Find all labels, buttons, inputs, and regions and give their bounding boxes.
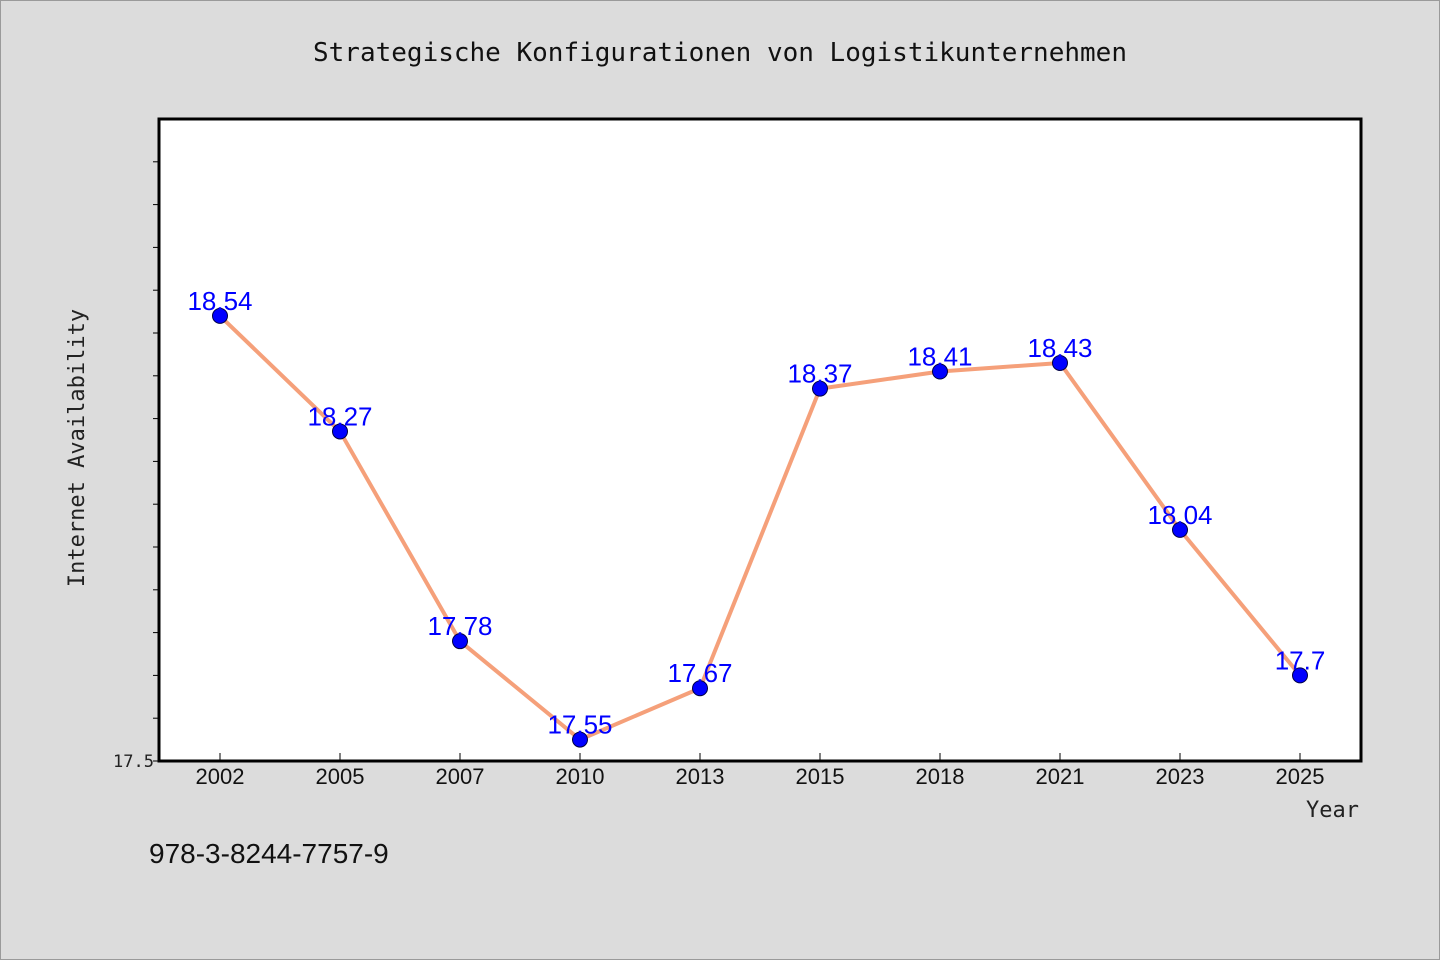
data-label: 18.43: [1027, 333, 1092, 363]
data-point: [572, 731, 588, 748]
x-tick-label: 2005: [316, 764, 365, 789]
series-layer: 18.54 18.27 17.78 17.55 17.67 18.37 18.41 18.43…: [187, 286, 1326, 748]
isbn-footer: 978-3-8244-7757-9: [149, 838, 389, 869]
data-label: 18.04: [1147, 500, 1212, 530]
data-point: [1172, 521, 1188, 538]
data-label: 18.27: [307, 401, 372, 431]
x-tick-label: 2013: [676, 764, 725, 789]
data-label: 17.67: [667, 658, 732, 688]
y-axis-label: Internet Availability: [65, 309, 90, 587]
data-point: [932, 363, 948, 380]
x-tick-label: 2021: [1036, 764, 1085, 789]
data-label: 17.7: [1275, 645, 1326, 675]
x-tick-label: 2010: [556, 764, 605, 789]
x-axis-label: Year: [1306, 798, 1359, 823]
y-tick-label: 17.5: [113, 752, 154, 772]
data-label: 18.41: [907, 342, 972, 372]
data-point: [212, 307, 228, 324]
data-point: [452, 633, 468, 650]
data-label: 18.54: [187, 286, 252, 316]
data-point: [812, 380, 828, 397]
x-tick-label: 2018: [916, 764, 965, 789]
data-label: 17.55: [547, 710, 612, 740]
chart-title: Strategische Konfigurationen von Logisti…: [313, 38, 1127, 68]
data-point: [332, 423, 348, 440]
plot-area: [157, 117, 1363, 763]
x-tick-label: 2007: [436, 764, 485, 789]
x-tick-label: 2002: [196, 764, 245, 789]
x-axis-ticks: 2002 2005 2007 2010 2013 2015 2018 2021 2023 2025: [196, 753, 1325, 789]
series-line: [218, 313, 1302, 742]
data-label: 17.78: [427, 611, 492, 641]
x-tick-label: 2025: [1276, 764, 1325, 789]
data-label: 18.37: [787, 359, 852, 389]
x-tick-label: 2015: [796, 764, 845, 789]
x-tick-label: 2023: [1156, 764, 1205, 789]
data-point: [1292, 667, 1308, 684]
data-point: [1052, 354, 1068, 371]
y-axis-ticks: 17.5: [113, 161, 159, 772]
data-point: [692, 680, 708, 697]
